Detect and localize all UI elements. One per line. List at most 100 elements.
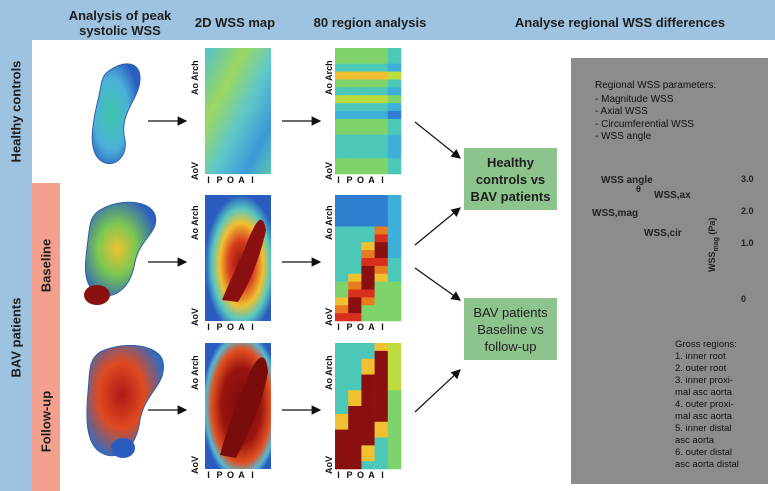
region-cell	[348, 250, 362, 259]
region-cell	[361, 242, 375, 251]
region-cell	[361, 421, 375, 430]
region-cell	[374, 134, 389, 143]
region-cell	[348, 258, 362, 267]
region-cell	[374, 55, 389, 65]
region-cell	[335, 413, 349, 423]
ylabel-arch-grid-f: Ao Arch	[324, 355, 334, 390]
column-header-compare: Analyse regional WSS differences	[514, 15, 726, 30]
region-cell	[387, 343, 402, 352]
region-cell	[361, 413, 375, 423]
region-cell	[335, 350, 349, 360]
region-cell	[335, 250, 349, 259]
region-cell	[361, 445, 375, 454]
region-cell	[387, 265, 402, 275]
aorta-3d-healthy	[91, 63, 141, 165]
region-cell	[387, 358, 402, 367]
ylabel-arch-grid-h: Ao Arch	[324, 60, 334, 95]
region-cell	[374, 265, 389, 275]
region-cell	[348, 218, 362, 227]
region-cell	[387, 413, 402, 423]
region-grid-baseline	[335, 195, 402, 322]
region-cell	[335, 111, 349, 120]
region-cell	[348, 210, 362, 219]
ylabel-aov-map-h: AoV	[190, 162, 200, 180]
colorbar-tick-3: 3.0	[741, 174, 754, 184]
region-cell	[374, 158, 389, 167]
region-cell	[361, 453, 375, 462]
region-cell	[361, 158, 375, 167]
region-cell	[335, 242, 349, 251]
region-cell	[374, 95, 389, 104]
region-cell	[348, 281, 362, 290]
region-cell	[374, 79, 389, 88]
region-cell	[348, 95, 362, 104]
region-cell	[387, 55, 402, 65]
region-cell	[374, 350, 389, 360]
region-cell	[387, 437, 402, 446]
column-header-regions: 80 region analysis	[313, 15, 427, 30]
region-cell	[335, 134, 349, 143]
region-cell	[361, 226, 375, 235]
region-cell	[374, 398, 389, 407]
aorta-3d-baseline-root	[84, 285, 110, 305]
region-cell	[348, 358, 362, 367]
header-bar	[0, 0, 775, 40]
column-header-2d: 2D WSS map	[194, 15, 276, 30]
region-cell	[348, 445, 362, 454]
region-cell	[335, 218, 349, 227]
region-cell	[387, 366, 402, 375]
region-cell	[374, 218, 389, 227]
region-cell	[361, 71, 375, 80]
region-cell	[335, 234, 349, 243]
region-cell	[348, 48, 362, 57]
region-cell	[348, 289, 362, 298]
region-cell	[335, 158, 349, 167]
region-cell	[387, 126, 402, 135]
ylabel-arch-grid-b: Ao Arch	[324, 205, 334, 240]
region-cell	[335, 166, 349, 175]
region-cell	[335, 258, 349, 267]
region-cell	[374, 126, 389, 135]
region-cell	[387, 398, 402, 407]
region-cell	[387, 134, 402, 143]
region-cell	[387, 289, 402, 298]
region-cell	[374, 118, 389, 128]
region-cell	[361, 343, 375, 352]
region-cell	[374, 234, 389, 243]
region-cell	[335, 95, 349, 104]
region-cell	[335, 398, 349, 407]
region-cell	[374, 71, 389, 80]
region-cell	[361, 390, 375, 399]
region-cell	[387, 226, 402, 235]
region-cell	[361, 234, 375, 243]
region-cell	[387, 150, 402, 159]
region-cell	[387, 242, 402, 251]
wss-map-baseline-core	[222, 219, 266, 302]
region-cell	[387, 111, 402, 120]
region-cell	[348, 390, 362, 399]
region-cell	[348, 265, 362, 275]
compare-box-baseline-vs-followup: BAV patients Baseline vs follow-up	[464, 298, 557, 360]
region-cell	[374, 390, 389, 399]
region-cell	[387, 382, 402, 391]
region-cell	[387, 281, 402, 290]
region-cell	[374, 210, 389, 219]
aorta-3d-baseline	[84, 201, 157, 297]
vector-label-theta: θ	[636, 184, 641, 194]
region-cell	[387, 234, 402, 243]
region-cell	[335, 281, 349, 290]
region-cell	[374, 406, 389, 415]
region-cell	[335, 390, 349, 399]
arrow-healthy-compare	[414, 121, 461, 159]
region-cell	[387, 210, 402, 219]
region-cell	[335, 437, 349, 446]
region-cell	[335, 429, 349, 438]
region-cell	[387, 158, 402, 167]
bav-band	[0, 183, 32, 491]
region-cell	[374, 305, 389, 314]
parameters-list: Regional WSS parameters: - Magnitude WSS…	[595, 80, 717, 142]
region-cell	[361, 273, 375, 282]
region-cell	[374, 374, 389, 383]
colorbar-tick-2: 2.0	[741, 206, 754, 216]
